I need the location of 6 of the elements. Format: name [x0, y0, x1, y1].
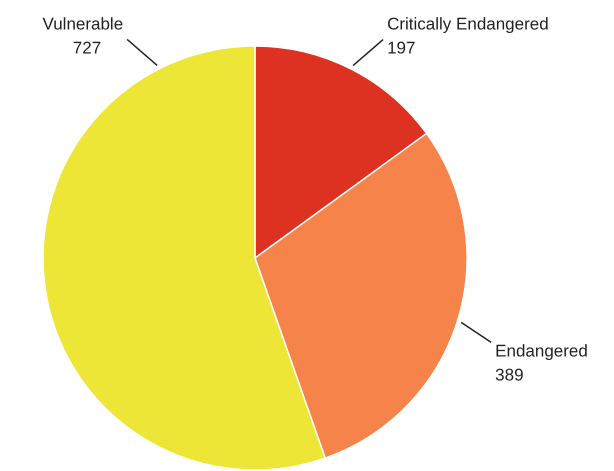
slice-label: Endangered — [495, 341, 588, 360]
data-label: 727 — [72, 38, 102, 58]
data-label: 197 — [387, 38, 416, 58]
slice-label: Vulnerable — [42, 14, 124, 34]
data-label: 389 — [495, 365, 524, 384]
slice-label: Critically Endangered — [387, 14, 549, 34]
